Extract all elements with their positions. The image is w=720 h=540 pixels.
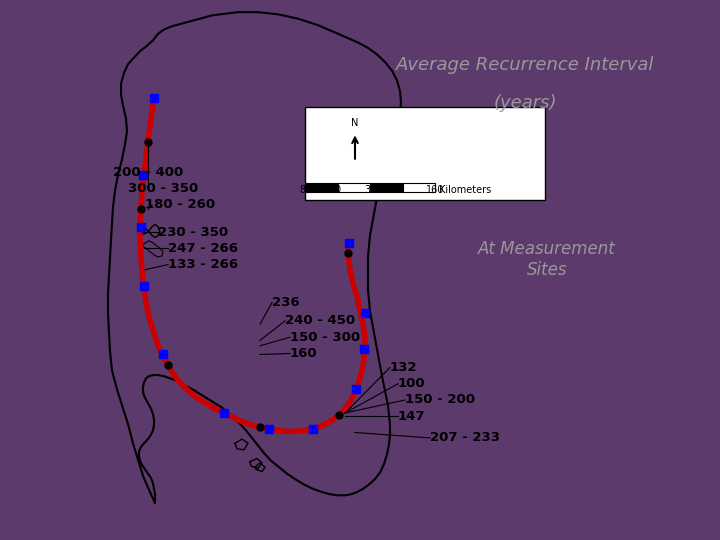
Text: 230 - 350: 230 - 350: [158, 226, 228, 239]
Text: 247 - 266: 247 - 266: [168, 242, 238, 255]
Text: 30: 30: [364, 185, 376, 195]
Text: 180 - 260: 180 - 260: [145, 199, 215, 212]
Text: 240 - 450: 240 - 450: [285, 314, 355, 327]
Text: 100: 100: [398, 377, 426, 390]
Text: 300 - 350: 300 - 350: [128, 182, 198, 195]
Text: 200 - 400: 200 - 400: [113, 166, 184, 179]
Text: Kilometers: Kilometers: [439, 185, 491, 195]
Text: 133 - 266: 133 - 266: [168, 258, 238, 271]
Text: (years): (years): [494, 93, 557, 112]
Bar: [305, 107, 545, 200]
Bar: [370, 184, 402, 192]
Bar: [305, 184, 338, 192]
Text: 80: 80: [299, 185, 311, 195]
Text: 236: 236: [272, 296, 300, 309]
Text: 160: 160: [290, 347, 318, 360]
Text: 150 - 200: 150 - 200: [405, 394, 475, 407]
Text: N: N: [351, 118, 359, 128]
Text: At Measurement
Sites: At Measurement Sites: [478, 240, 616, 279]
Text: 160: 160: [426, 185, 444, 195]
Bar: [338, 184, 370, 192]
Bar: [402, 184, 435, 192]
Text: 0: 0: [334, 185, 341, 195]
Text: Average Recurrence Interval: Average Recurrence Interval: [397, 56, 654, 74]
Text: 207 - 233: 207 - 233: [430, 431, 500, 444]
Text: 147: 147: [398, 410, 426, 423]
Text: 132: 132: [390, 361, 418, 374]
Text: N: N: [351, 117, 359, 127]
Text: 150 - 300: 150 - 300: [290, 330, 360, 343]
